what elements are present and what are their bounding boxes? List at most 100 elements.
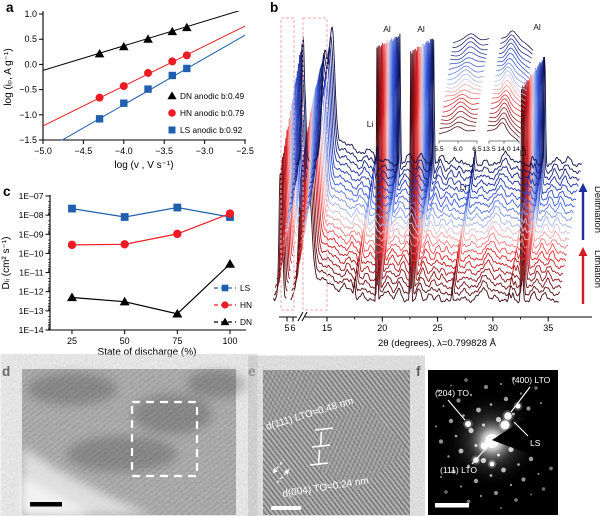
marker-circle (182, 51, 191, 60)
inset-curve (439, 121, 476, 129)
fit-line (60, 34, 246, 141)
tem-dark-patches (27, 370, 247, 472)
tick-label: 100 (222, 336, 237, 346)
inset-curve (438, 126, 476, 135)
xrd-curve (297, 44, 567, 263)
inset-curve (489, 107, 522, 129)
marker-triangle (167, 26, 178, 36)
xrd-curve (293, 46, 563, 283)
diffraction-spot-bright (489, 461, 495, 467)
marker-square (173, 203, 182, 212)
beam-stop-LS-label: LS (530, 438, 541, 448)
xrd-curve (298, 43, 568, 256)
tick-label: 30 (488, 323, 498, 333)
inset-curve (440, 116, 477, 125)
panel-c-chart: 1E–07 1E–08 1E–09 1E–10 1E–11 1E–12 1E–13 1E–14… (1, 191, 252, 358)
diffraction-spot (539, 401, 543, 405)
xrd-curve-lowangle (286, 90, 301, 221)
peak-label: Al (383, 24, 391, 34)
panel-c-plot-area: 1E–07 1E–08 1E–09 1E–10 1E–11 1E–12 1E–13 1E–14… (19, 191, 252, 346)
tick-label: −0.5 (19, 85, 37, 95)
tick-label: 1E–13 (19, 306, 44, 316)
diffraction-spot (467, 464, 470, 468)
xrd-curve (305, 38, 574, 215)
marker-circle (225, 209, 235, 218)
xrd-curve (303, 39, 573, 222)
inset-curve (495, 66, 528, 87)
panel-f-label: f (416, 364, 421, 379)
diffraction-spot (511, 376, 516, 381)
marker-circle (67, 240, 77, 250)
diffraction-spot (482, 423, 485, 427)
inset-tick-label: 14.0 (497, 146, 510, 153)
diffraction-spot (537, 472, 540, 476)
peak-label: Al (533, 22, 541, 32)
tick-label: −4.5 (75, 146, 93, 156)
tick-label: −5.0 (34, 146, 52, 156)
xrd-curve-lowangle (282, 118, 296, 248)
diffraction-spot (541, 487, 546, 491)
panel-a-xlabel: log (v , V s⁻¹) (114, 160, 173, 171)
tick-label: −1.5 (19, 135, 37, 145)
tick-label: 0.0 (24, 59, 37, 69)
panel-b-xlabel: 2θ (degrees), λ=0.799828 Å (378, 338, 497, 349)
inset-tick-label: 13.5 (482, 146, 495, 153)
diffraction-spot-bright (480, 442, 488, 450)
saed-annotation-lines (447, 386, 531, 465)
fit-line (43, 25, 246, 127)
inset-curve (447, 69, 484, 81)
tick-label: 50 (120, 336, 130, 346)
legend-label: LS anodic b:0.92 (180, 125, 243, 135)
tick-label: −4.0 (115, 146, 133, 156)
xrd-curve (291, 46, 561, 297)
xrd-curve-lowangle (288, 77, 303, 205)
inset-curve (450, 51, 487, 61)
spot-111-LTO-label: (111) LTO (440, 465, 477, 475)
panel-a-plot-area: −5.0 −4.5 −4.0 −3.5 −3.0 −2.5 1.0 0.5 0.0 −0.5 −1.… (19, 9, 254, 156)
inset-curve (497, 52, 530, 74)
xrd-curve (300, 40, 570, 243)
inset-curve (491, 94, 524, 114)
diffraction-spot (534, 386, 538, 390)
diffraction-spot (434, 425, 438, 428)
marker-triangle (143, 34, 153, 43)
diffraction-spot (439, 475, 443, 479)
diffraction-spot (528, 456, 534, 462)
diffraction-spot-bright (465, 421, 471, 427)
inset-tick-label: 6.5 (472, 146, 482, 153)
xrd-curve (309, 36, 579, 188)
inset-curve (447, 65, 485, 76)
diffraction-spot (458, 448, 464, 454)
tick-label: 1E–11 (19, 268, 43, 278)
xrd-curve (312, 36, 581, 175)
diffraction-spot (459, 485, 463, 488)
marker-circle (120, 240, 129, 249)
diffraction-spot (521, 477, 526, 482)
legend-label: LS (240, 283, 251, 293)
marker-square (68, 204, 76, 213)
marker-square (183, 64, 191, 73)
tick-label: 1E–08 (19, 210, 44, 220)
xrd-curve-lowangle (277, 145, 291, 274)
diffraction-spot (519, 392, 523, 395)
tick-label: 20 (377, 323, 387, 333)
panel-b-label: b (270, 0, 279, 15)
panel-a-label: a (6, 0, 14, 15)
inset-curve (446, 73, 483, 85)
diffraction-spot (447, 455, 450, 458)
lithiation-label: Lithiation (592, 250, 600, 288)
diffraction-spot (501, 467, 506, 473)
inset-curve (445, 84, 482, 93)
inset-curve (496, 57, 530, 79)
inset-curve (451, 41, 488, 53)
panel-a-ylabel: log (iₚ, A g⁻¹) (3, 48, 14, 105)
marker-square (120, 213, 129, 221)
inset-tick-label: 6.0 (453, 146, 463, 153)
diffraction-spot (499, 382, 503, 386)
scale-bar (271, 506, 301, 510)
tick-label: 5 (284, 323, 289, 333)
legend-label: HN anodic b:0.79 (180, 108, 244, 118)
axis-break (301, 311, 308, 322)
highlight-box (280, 17, 295, 311)
